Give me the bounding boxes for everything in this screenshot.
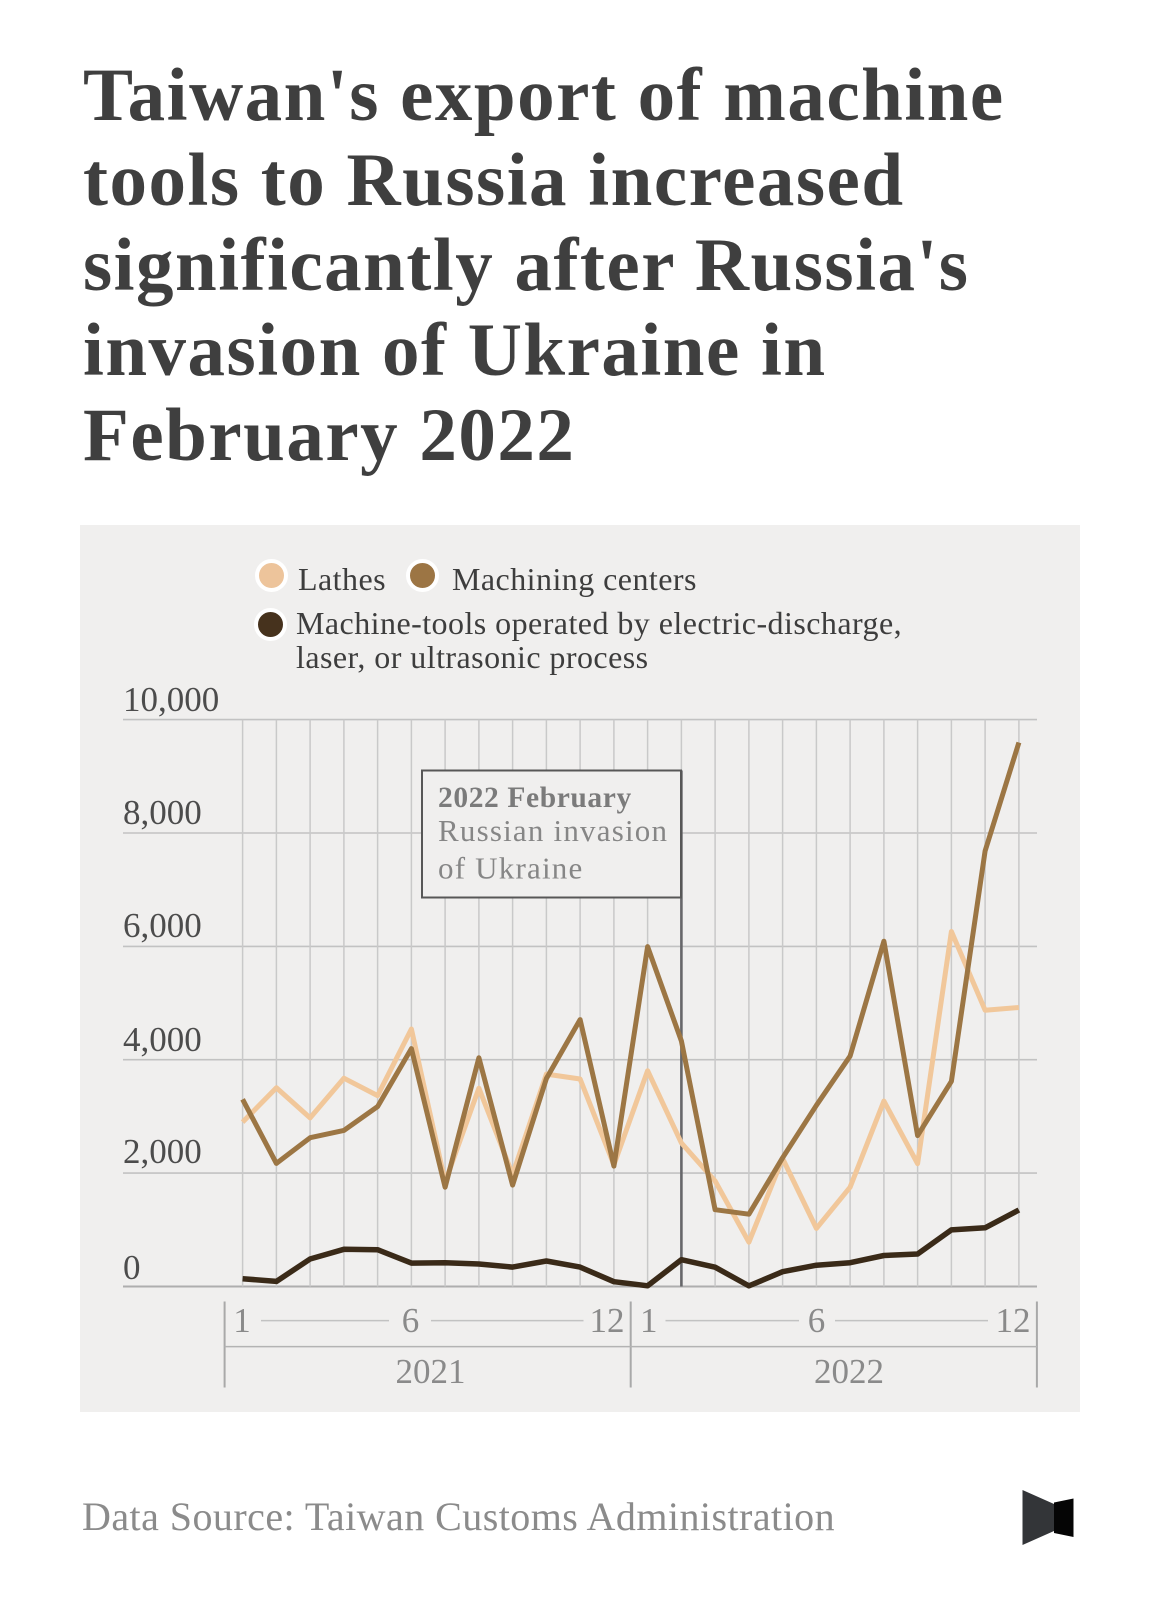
svg-text:4,000: 4,000 <box>123 1020 202 1059</box>
svg-text:2,000: 2,000 <box>123 1132 202 1171</box>
svg-text:10,000: 10,000 <box>123 680 219 719</box>
svg-text:12: 12 <box>996 1301 1031 1340</box>
svg-text:6: 6 <box>402 1301 420 1340</box>
svg-text:6: 6 <box>808 1301 826 1340</box>
svg-text:1: 1 <box>640 1301 658 1340</box>
svg-text:of Ukraine: of Ukraine <box>438 851 583 886</box>
svg-text:6,000: 6,000 <box>123 906 202 945</box>
svg-text:2022 February: 2022 February <box>438 782 632 814</box>
svg-text:1: 1 <box>233 1301 251 1340</box>
svg-text:2021: 2021 <box>396 1352 466 1391</box>
svg-text:12: 12 <box>590 1301 625 1340</box>
svg-text:8,000: 8,000 <box>123 793 202 832</box>
svg-text:Russian invasion: Russian invasion <box>438 813 668 848</box>
svg-text:0: 0 <box>123 1248 141 1287</box>
svg-text:Data Source: Taiwan Customs Ad: Data Source: Taiwan Customs Administrati… <box>82 1494 835 1539</box>
svg-text:2022: 2022 <box>814 1352 884 1391</box>
